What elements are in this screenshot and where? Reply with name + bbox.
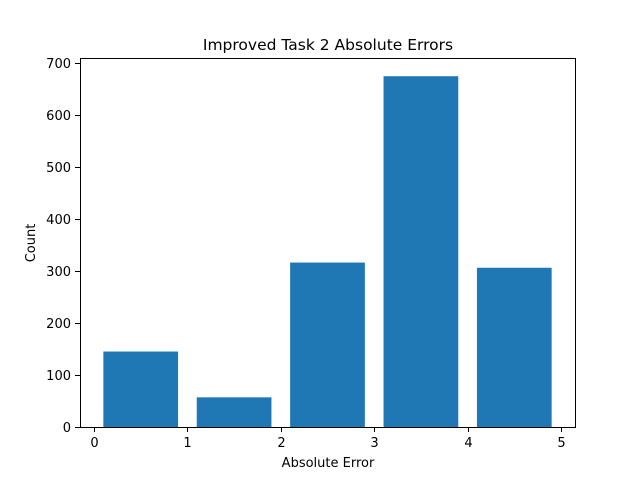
y-tick-label: 700 [46, 57, 71, 72]
x-tick-label: 2 [277, 436, 285, 451]
x-tick-label: 5 [557, 436, 565, 451]
bar-3 [383, 76, 459, 428]
chart-title: Improved Task 2 Absolute Errors [203, 36, 453, 54]
x-tick-label: 3 [370, 436, 378, 451]
x-tick-label: 4 [464, 436, 472, 451]
x-axis-label: Absolute Error [282, 456, 375, 471]
y-tick-label: 100 [46, 369, 71, 384]
plot-frame [80, 58, 576, 428]
y-tick-label: 300 [46, 265, 71, 280]
bar-4 [476, 267, 552, 427]
bar-0 [103, 351, 179, 427]
x-tick-label: 0 [90, 436, 98, 451]
y-tick-label: 0 [63, 421, 71, 436]
y-tick-label: 500 [46, 161, 71, 176]
x-tick-label: 1 [183, 436, 191, 451]
y-tick-label: 400 [46, 213, 71, 228]
bar-2 [290, 262, 365, 427]
y-tick-label: 200 [46, 317, 71, 332]
x-axis: 0 1 2 3 4 5 [90, 427, 566, 451]
y-axis: 0 100 200 300 400 500 600 700 [46, 57, 80, 436]
bar-1 [196, 397, 272, 427]
y-axis-label: Count [24, 224, 39, 263]
y-tick-label: 600 [46, 109, 71, 124]
bars-group [103, 76, 552, 428]
